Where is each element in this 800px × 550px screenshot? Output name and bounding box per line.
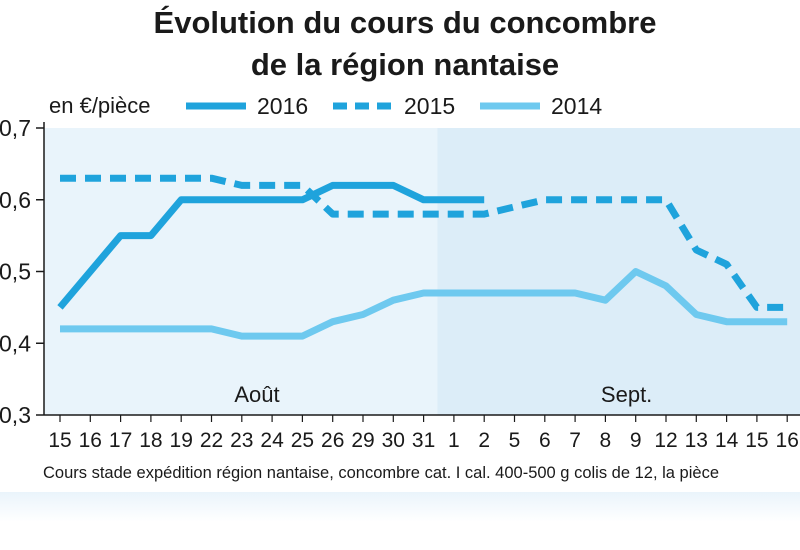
- y-tick-label: 0,5: [0, 259, 31, 285]
- y-tick-label: 0,4: [0, 330, 31, 356]
- y-tick-label: 0,7: [0, 115, 31, 141]
- x-tick-label: 15: [48, 429, 71, 452]
- x-tick-label: 17: [109, 429, 132, 452]
- bottom-band: [0, 492, 800, 550]
- x-tick-label: 26: [321, 429, 344, 452]
- x-tick-label: 16: [776, 429, 799, 452]
- x-tick-label: 15: [745, 429, 768, 452]
- chart-title-line1: Évolution du cours du concombre: [153, 5, 657, 40]
- x-tick-label: 12: [654, 429, 677, 452]
- x-tick-label: 19: [170, 429, 193, 452]
- x-tick-label: 6: [539, 429, 551, 452]
- footnote: Cours stade expédition région nantaise, …: [43, 464, 719, 482]
- x-tick-label: 24: [260, 429, 284, 452]
- plot-background-aout: [44, 128, 438, 415]
- x-tick-label: 1: [448, 429, 460, 452]
- y-tick-label: 0,3: [0, 402, 31, 428]
- series-line-2014: [60, 268, 788, 340]
- x-tick-label: 30: [382, 429, 405, 452]
- x-tick-label: 8: [600, 429, 612, 452]
- legend-label-2014: 2014: [551, 93, 602, 119]
- x-tick-label: 13: [685, 429, 708, 452]
- y-tick-label: 0,6: [0, 187, 31, 213]
- x-tick-label: 18: [139, 429, 162, 452]
- x-tick-label: 16: [79, 429, 102, 452]
- legend-label-2015: 2015: [404, 93, 455, 119]
- plot-background-sept: [437, 128, 800, 415]
- series-line-2015: [60, 174, 788, 311]
- unit-label: en €/pièce: [49, 93, 151, 118]
- x-tick-label: 25: [291, 429, 314, 452]
- series-line-2016: [57, 181, 485, 310]
- legend-label-2016: 2016: [257, 93, 308, 119]
- x-tick-label: 7: [569, 429, 581, 452]
- x-tick-label: 31: [412, 429, 435, 452]
- x-tick-label: 14: [715, 429, 739, 452]
- x-tick-label: 9: [630, 429, 642, 452]
- x-tick-label: 23: [230, 429, 253, 452]
- x-tick-label: 29: [351, 429, 374, 452]
- month-label: Sept.: [601, 382, 652, 407]
- x-tick-label: 22: [200, 429, 223, 452]
- chart-title-line2: de la région nantaise: [250, 47, 560, 82]
- x-tick-label: 5: [509, 429, 521, 452]
- x-tick-label: 2: [478, 429, 490, 452]
- line-chart: 0,30,40,50,60,715 16 17 18 19 22 23 24 25 26 29 30 3…: [0, 93, 800, 482]
- month-label: Août: [234, 382, 279, 407]
